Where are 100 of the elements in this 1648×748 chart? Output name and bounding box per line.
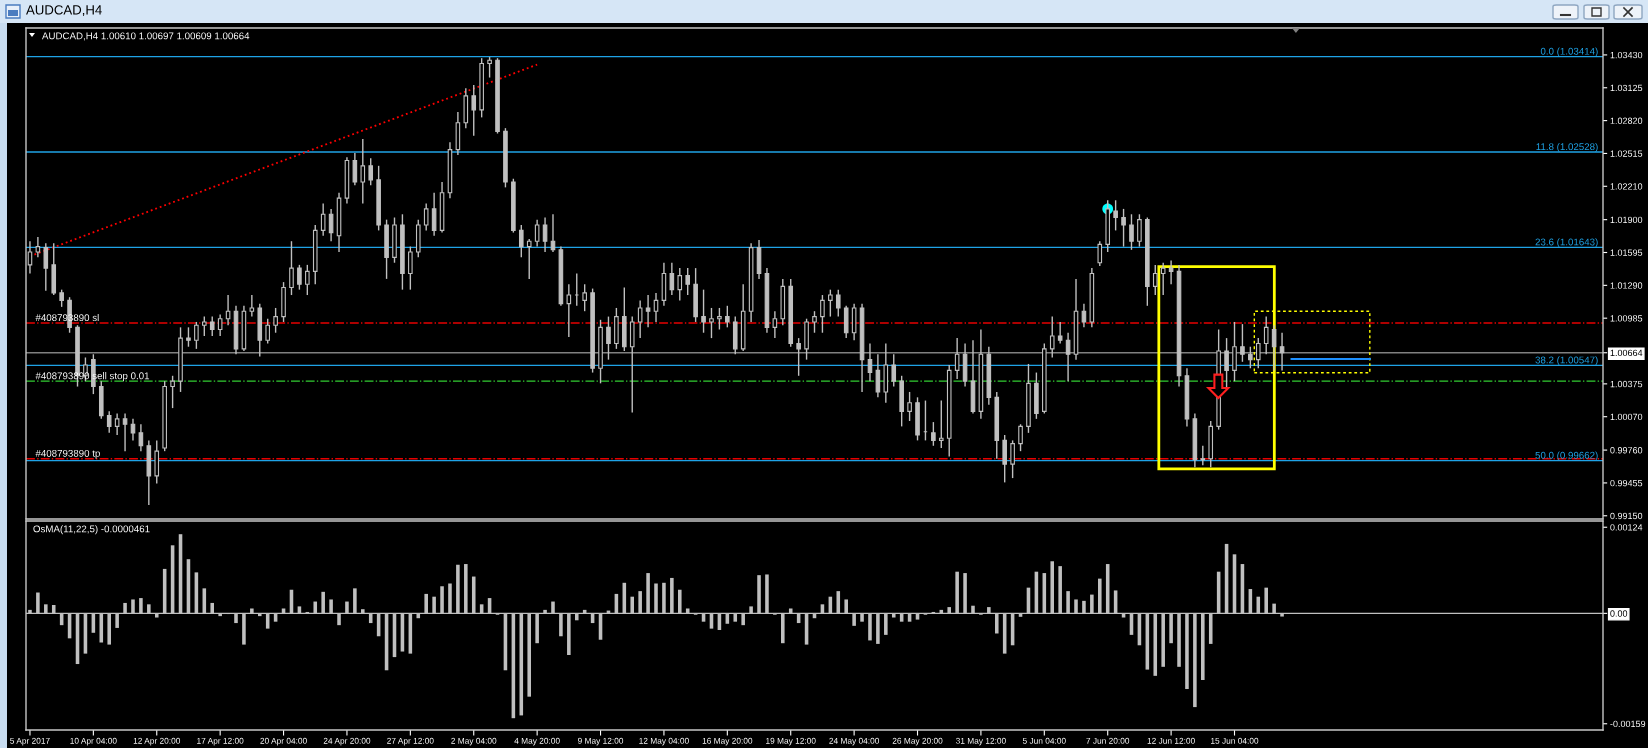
x-tick-label: 19 May 12:00	[766, 737, 816, 746]
y-tick-label: 1.01290	[1610, 282, 1643, 289]
candlestick	[471, 84, 477, 137]
text: AUDCAD,H4	[26, 5, 102, 17]
candlestick	[1002, 434, 1007, 484]
candlestick	[566, 283, 572, 338]
candlestick	[186, 326, 191, 348]
chart-title: OsMA(11,22,5) -0.0000461	[33, 525, 150, 535]
x-tick-label: 5 Apr 2017	[10, 737, 50, 746]
x-tick-label: 7 Jun 20:00	[1086, 737, 1130, 744]
candlestick	[249, 294, 255, 318]
candlestick	[931, 421, 936, 447]
candlestick	[1168, 259, 1174, 285]
candlestick	[518, 224, 524, 259]
candlestick	[1232, 321, 1237, 382]
x-tick-label: 2 May 04:00	[451, 737, 497, 746]
x-tick-label: 5 Jun 04:00	[1022, 737, 1066, 744]
candlestick	[1121, 208, 1126, 248]
candlestick	[43, 242, 49, 292]
candlestick	[907, 391, 912, 422]
candlestick	[1049, 315, 1055, 359]
candlestick	[273, 307, 278, 334]
candlestick	[194, 321, 199, 350]
x-tick-label: 24 Apr 20:00	[323, 737, 371, 746]
x-tick-label: 17 Apr 12:00	[197, 737, 244, 746]
x-tick-label: 9 May 12:00	[578, 737, 624, 746]
ref-line-label: 23.6 (1.01643)	[1535, 238, 1598, 248]
x-tick-label: 26 May 20:00	[892, 737, 943, 746]
candlestick	[534, 218, 540, 248]
y-tick-label: -0.00159	[1610, 720, 1646, 728]
y-tick-label: 1.02210	[1610, 183, 1643, 190]
candlestick	[1097, 240, 1103, 267]
x-tick-label: 16 May 20:00	[702, 737, 753, 746]
candlestick	[320, 202, 326, 237]
candlestick	[1200, 445, 1206, 466]
x-tick-label: 27 Apr 12:00	[387, 737, 434, 746]
x-tick-label: 4 May 20:00	[514, 737, 560, 746]
y-tick-label: 1.00985	[1610, 315, 1643, 322]
candlestick	[1240, 323, 1245, 363]
ref-line-label: #408793890 tp	[35, 449, 100, 459]
candlestick	[265, 318, 270, 345]
y-tick-label: 0.00	[1610, 610, 1628, 617]
candlestick	[1255, 337, 1261, 369]
candlestick	[582, 283, 587, 312]
candlestick	[352, 152, 358, 186]
candlestick	[1152, 264, 1158, 296]
candlestick	[360, 138, 366, 205]
candlestick	[122, 412, 128, 452]
candlestick	[1018, 423, 1023, 452]
candlestick	[835, 288, 841, 318]
candlestick	[1248, 346, 1253, 369]
y-tick-label: 1.03430	[1610, 51, 1643, 59]
candlestick	[954, 337, 960, 380]
candlestick	[368, 157, 374, 186]
y-tick-label: 0.99150	[1610, 512, 1643, 520]
candlestick	[114, 412, 120, 436]
candlestick	[305, 264, 310, 296]
y-tick-label: 1.02515	[1610, 150, 1643, 157]
candlestick	[1081, 302, 1087, 329]
candlestick	[217, 313, 223, 337]
candlestick	[637, 299, 643, 339]
candlestick	[297, 264, 302, 291]
x-tick-label: 12 May 04:00	[639, 737, 689, 746]
y-tick-label: 1.02820	[1610, 117, 1643, 124]
candlestick	[796, 337, 801, 377]
candlestick	[35, 236, 41, 259]
candlestick	[202, 315, 207, 337]
candlestick	[170, 375, 175, 409]
candlestick	[669, 262, 675, 296]
candlestick	[1057, 321, 1063, 345]
x-tick-label: 20 Apr 04:00	[260, 737, 307, 746]
candlestick	[1113, 199, 1118, 232]
candlestick	[526, 238, 532, 280]
x-tick-label: 12 Apr 20:00	[133, 737, 181, 746]
x-tick-label: 24 May 04:00	[829, 737, 880, 746]
candlestick	[938, 399, 944, 449]
candlestick	[423, 202, 429, 232]
y-tick-label: 1.03125	[1610, 84, 1643, 92]
y-tick-label: 1.01595	[1610, 249, 1643, 256]
candlestick	[1160, 262, 1166, 296]
candlestick	[1137, 213, 1142, 248]
x-tick-label: 15 Jun 04:00	[1211, 737, 1259, 744]
y-tick-label: 1.01900	[1610, 216, 1643, 224]
candlestick	[828, 288, 833, 318]
candlestick	[209, 315, 215, 337]
candlestick	[701, 288, 706, 334]
candlestick	[408, 245, 413, 291]
candlestick	[130, 418, 136, 442]
candlestick	[106, 410, 112, 434]
x-tick-label: 31 May 12:00	[955, 737, 1006, 746]
y-tick-label: 1.00070	[1610, 413, 1643, 421]
candlestick	[1271, 324, 1277, 372]
candlestick	[542, 216, 548, 253]
y-tick-label: 0.99455	[1610, 479, 1643, 487]
ref-line-label: 11.8 (1.02528)	[1536, 142, 1598, 153]
ref-line-label: 38.2 (1.00547)	[1535, 356, 1598, 366]
candlestick	[820, 294, 825, 334]
candlestick	[725, 305, 730, 329]
y-tick-label: 0.00124	[1610, 524, 1643, 531]
candlestick	[487, 56, 492, 79]
